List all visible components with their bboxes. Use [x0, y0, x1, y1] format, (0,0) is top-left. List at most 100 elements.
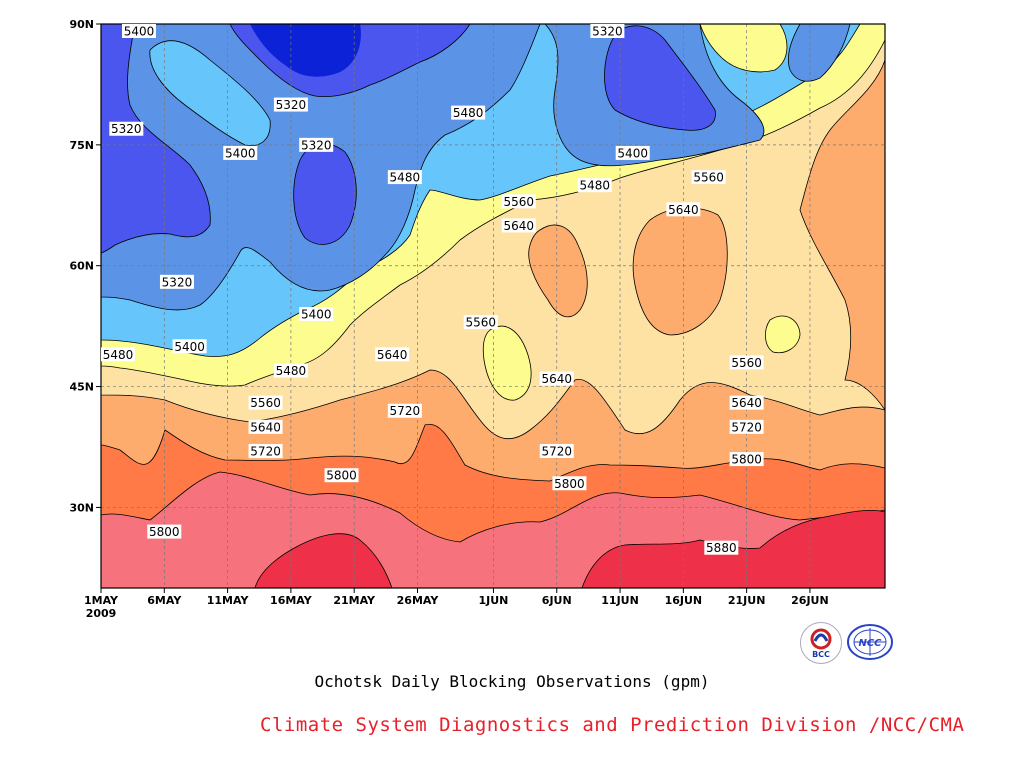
axis-ticks: 1MAY 6MAY 11MAY 16MAY 21MAY 26MAY 1JUN 6JUN 11JU… [69, 18, 828, 620]
contour-label-text: 5560 [503, 195, 534, 209]
contour-label-text: 5480 [579, 179, 610, 193]
contour-label-text: 5320 [592, 25, 623, 39]
x-tick-label: 26JUN [791, 594, 829, 607]
contour-label-text: 5800 [326, 469, 357, 483]
contour-label-text: 5720 [731, 420, 762, 434]
x-tick-label: 1JUN [479, 594, 509, 607]
contour-label: 5480 [387, 170, 422, 185]
x-year-label: 2009 [86, 607, 117, 620]
contour-label: 5560 [463, 315, 498, 330]
contour-label-text: 5480 [453, 106, 484, 120]
contour-label-text: 5720 [390, 404, 421, 418]
y-tick-label: 30N [69, 501, 94, 514]
contour-label: 5720 [387, 403, 422, 418]
y-tick-label: 60N [69, 260, 94, 273]
contour-label-box [704, 540, 739, 555]
chart-title: Ochotsk Daily Blocking Observations (gpm… [314, 672, 710, 691]
contour-label-box [451, 105, 486, 120]
contour-label-text: 5320 [162, 275, 193, 289]
band-5400-5480-north-pocket [149, 40, 271, 147]
contour-label-text: 5880 [706, 541, 737, 555]
contour-label-box [299, 307, 334, 322]
contour-label-box [539, 371, 574, 386]
contour-label-text: 5400 [301, 308, 332, 322]
band-5640-island-b [632, 207, 728, 336]
x-tick-label: 11MAY [207, 594, 250, 607]
contour-fill-layer [101, 24, 885, 588]
contour-label: 5480 [451, 105, 486, 120]
contour-label: 5480 [577, 178, 612, 193]
contour-label: 5640 [666, 202, 701, 217]
contour-label-text: 5320 [301, 138, 332, 152]
contour-label-box [159, 274, 194, 289]
contour-label-box [539, 444, 574, 459]
contour-label-box [273, 97, 308, 112]
x-tick-label: 1MAY [84, 594, 119, 607]
contour-label-text: 5560 [466, 316, 497, 330]
contour-label-text: 5400 [124, 25, 155, 39]
contour-label-box [109, 121, 144, 136]
contour-label: 5320 [273, 97, 308, 112]
contour-label-text: 5720 [250, 445, 281, 459]
contour-label-text: 5640 [668, 203, 699, 217]
band-5480-5560-pocket-a [482, 325, 532, 401]
contour-label: 5320 [109, 121, 144, 136]
contour-label-text: 5640 [377, 348, 408, 362]
x-tick-label: 21JUN [728, 594, 766, 607]
contour-label: 5400 [121, 24, 156, 39]
contour-label: 5400 [223, 145, 258, 160]
contour-label: 5640 [375, 347, 410, 362]
band-5640-island-a [528, 224, 588, 318]
band-5320-5400-northeast [787, 24, 851, 82]
x-tick-label: 21MAY [333, 594, 376, 607]
contour-label: 5560 [248, 395, 283, 410]
contour-label-box [501, 218, 536, 233]
contour-label-box [590, 24, 625, 38]
credit-text: Climate System Diagnostics and Predictio… [260, 714, 965, 736]
band-5640-east [799, 59, 885, 411]
contour-label-text: 5400 [225, 146, 256, 160]
contour-label: 5640 [501, 218, 536, 233]
contour-label-text: 5640 [541, 372, 572, 386]
contour-label-box [375, 347, 410, 362]
contour-label: 5560 [691, 170, 726, 185]
band-below-5320-north [604, 25, 716, 131]
contour-label: 5560 [501, 194, 536, 209]
contour-label-text: 5560 [250, 396, 281, 410]
contour-label-text: 5800 [731, 453, 762, 467]
contour-labels: 5400 5320 5400 5320 5320 5320 5400 5480 5400 5480… [101, 24, 764, 555]
contour-label: 5880 [704, 540, 739, 555]
contour-label: 5640 [248, 419, 283, 434]
contour-label: 5400 [172, 339, 207, 354]
contour-label-text: 5640 [731, 396, 762, 410]
x-tick-label: 16MAY [270, 594, 313, 607]
contour-label-box [615, 145, 650, 160]
contour-label: 5800 [552, 476, 587, 491]
contour-label-text: 5800 [554, 477, 585, 491]
band-above-5880-west [254, 533, 393, 588]
x-tick-label: 6MAY [147, 594, 182, 607]
contour-label-text: 5640 [250, 420, 281, 434]
band-below-5320-pocket [293, 143, 357, 245]
contour-label-box [552, 476, 587, 491]
contour-label-box [729, 395, 764, 410]
contour-label-box [172, 339, 207, 354]
contour-label-text: 5400 [174, 340, 205, 354]
contour-label-box [463, 315, 498, 330]
contour-label: 5320 [159, 274, 194, 289]
contour-label-box [729, 355, 764, 370]
contour-label-box [248, 444, 283, 459]
x-tick-label: 16JUN [665, 594, 703, 607]
contour-label: 5480 [101, 347, 135, 362]
contour-label-box [387, 170, 422, 185]
ncc-logo-icon: NCC [846, 622, 894, 662]
contour-label-text: 5720 [541, 445, 572, 459]
bcc-logo-icon: BCC [800, 622, 842, 664]
contour-label: 5720 [248, 444, 283, 459]
contour-label-box [121, 24, 156, 38]
contour-label: 5800 [324, 468, 359, 483]
contour-label-text: 5320 [111, 122, 142, 136]
contour-label: 5800 [729, 452, 764, 467]
contour-label-box [387, 403, 422, 418]
contour-label-text: 5640 [503, 219, 534, 233]
